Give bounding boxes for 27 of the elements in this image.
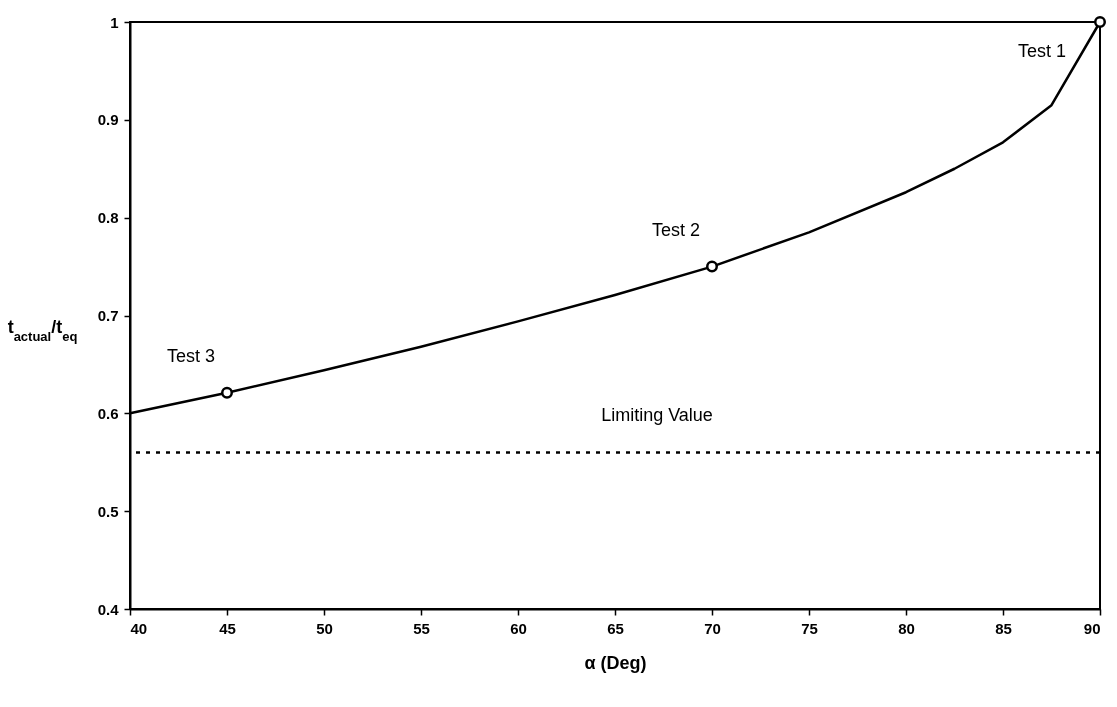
y-tick-label: 0.6 [97, 404, 119, 422]
y-tick-label: 1 [110, 13, 119, 31]
y-tick-label: 0.4 [97, 600, 120, 618]
point [706, 260, 718, 273]
annotation: Test 3 [166, 345, 216, 366]
x-tick-label: 85 [995, 619, 1012, 637]
y-tick-label: 0.8 [97, 209, 119, 227]
annotation: Test 2 [651, 219, 701, 240]
y-axis-title: t$_{actual}$/t$_{eq}$ [7, 316, 78, 344]
y-tick-label: 0.9 [97, 111, 119, 129]
x-axis-title: α (Deg) [584, 652, 647, 673]
x-tick-label: 70 [704, 619, 721, 637]
point [1094, 16, 1106, 28]
point [221, 386, 233, 399]
y-tick-label: 0.7 [97, 307, 119, 324]
x-tick-label: 80 [898, 619, 915, 637]
x-tick-label: 65 [607, 619, 624, 637]
x-tick-label: 40 [130, 619, 148, 637]
x-tick-label: 50 [316, 619, 333, 637]
x-tick-label: 75 [801, 619, 818, 637]
x-tick-label: 90 [1083, 619, 1101, 637]
y-tick-label: 0.5 [97, 502, 119, 520]
ref-line-label: Limiting Value [601, 405, 713, 426]
annotation: Test 1 [1017, 41, 1067, 61]
x-tick-label: 45 [219, 619, 236, 637]
x-tick-label: 60 [510, 619, 527, 637]
x-tick-label: 55 [413, 619, 430, 637]
